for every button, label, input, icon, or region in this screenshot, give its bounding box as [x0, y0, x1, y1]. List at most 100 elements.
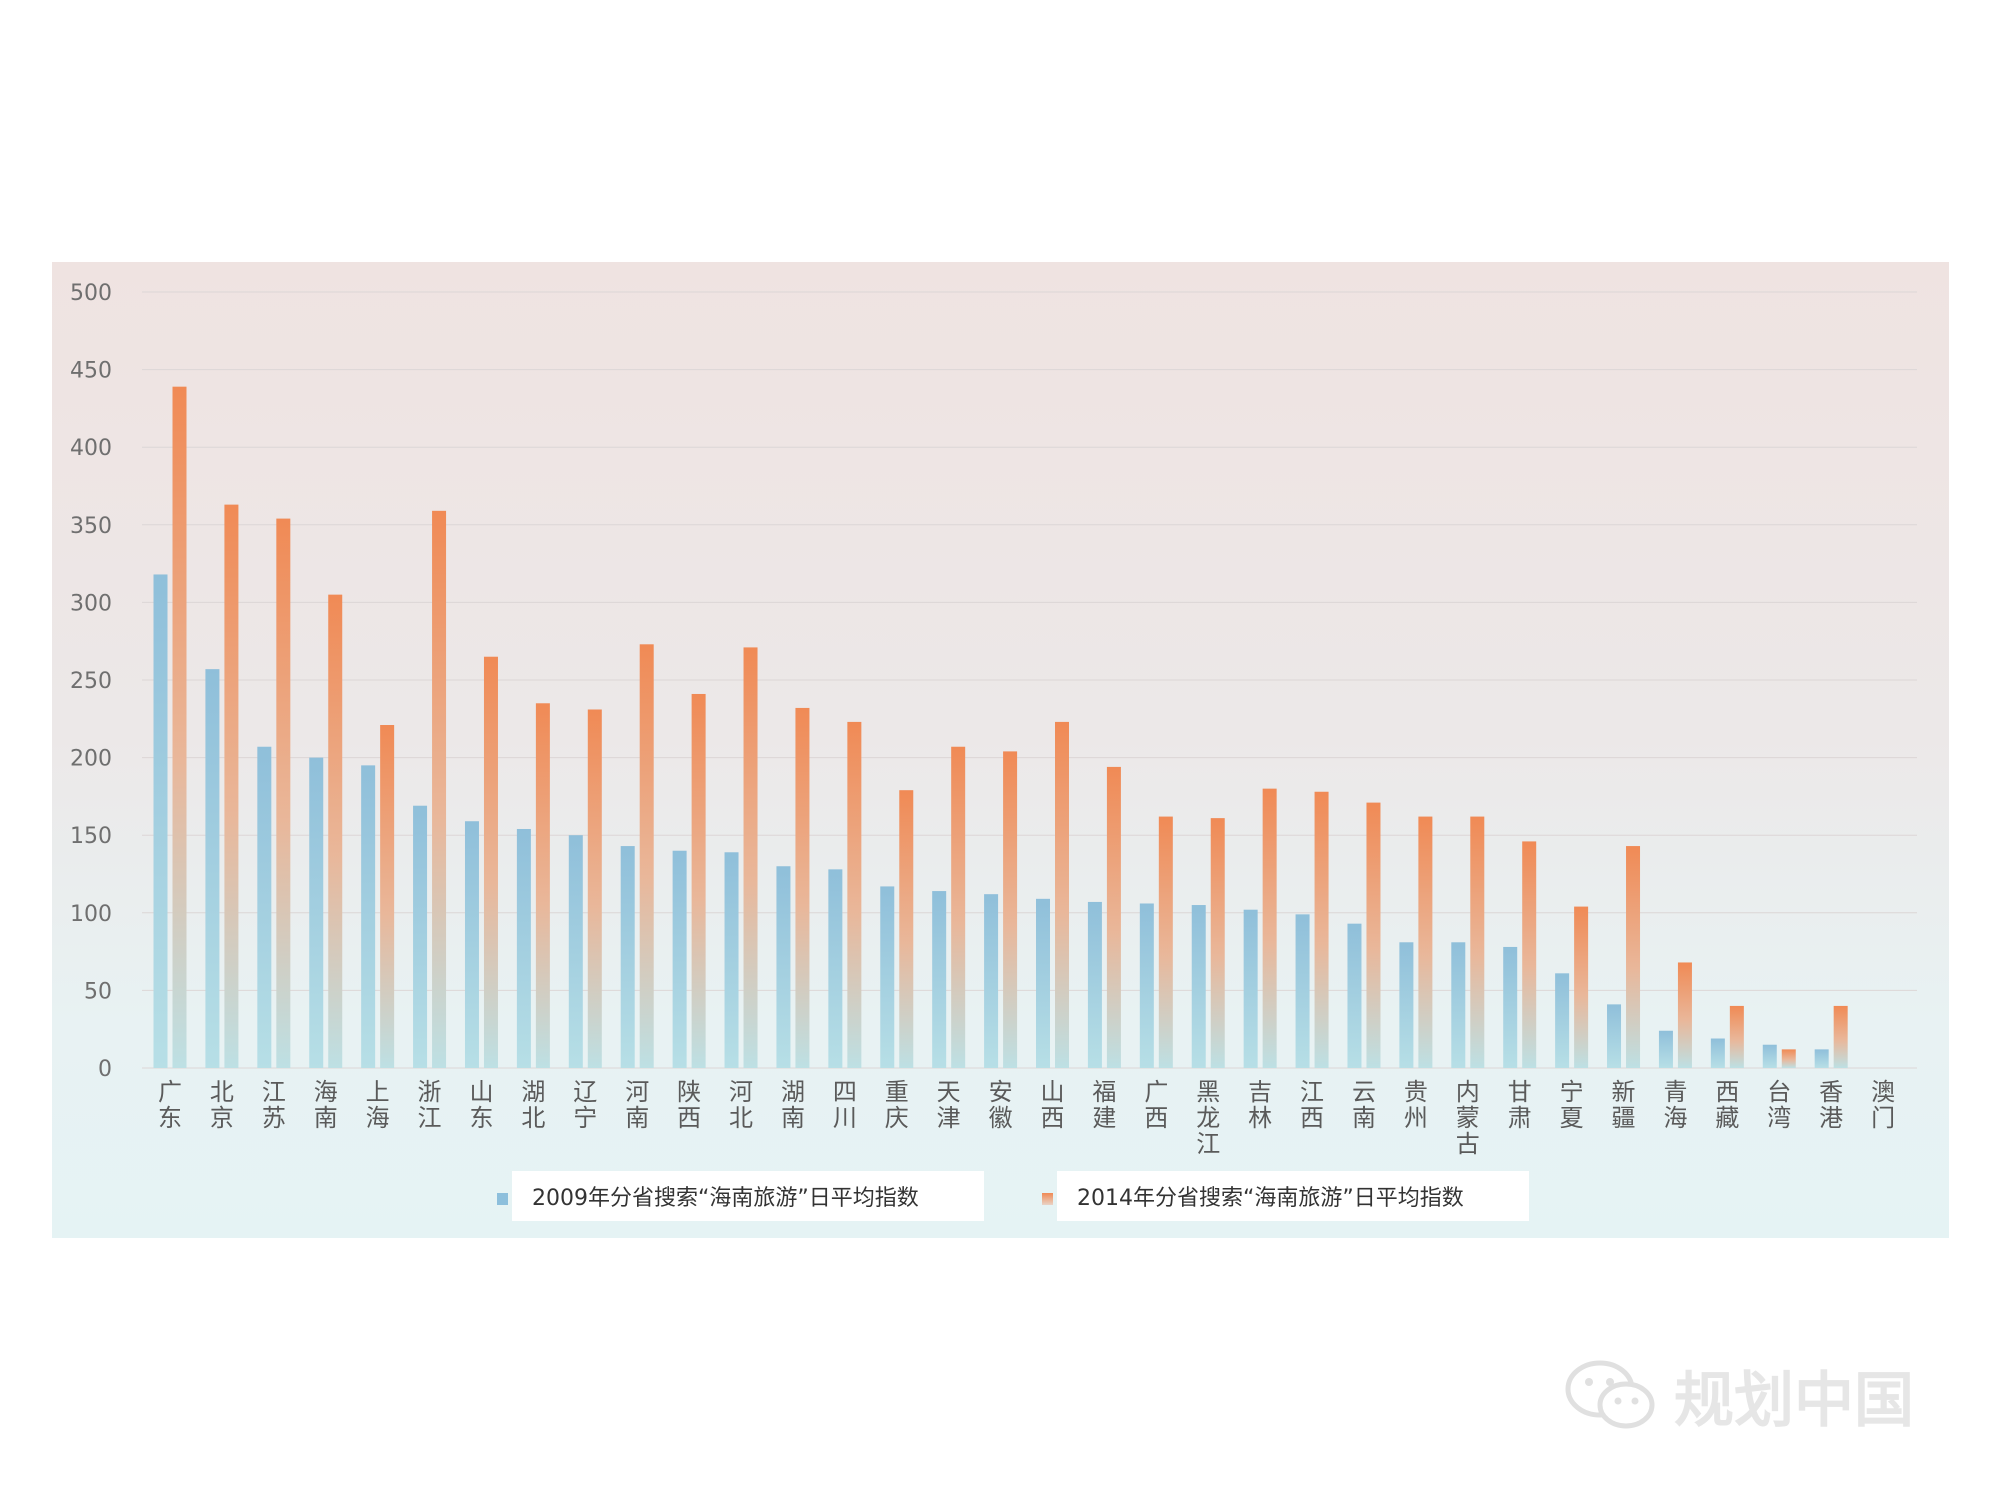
y-tick-label: 300	[70, 591, 112, 616]
bar-2009	[620, 846, 635, 1068]
bar-2014	[172, 386, 187, 1068]
bar-2009	[1451, 942, 1466, 1068]
x-tick-label: 山东	[469, 1078, 493, 1132]
bar-2009	[413, 805, 428, 1068]
bar-2009	[516, 828, 531, 1068]
x-tick-label: 澳门	[1871, 1078, 1895, 1132]
x-tick-label: 黑龙江	[1196, 1078, 1220, 1158]
x-tick-label: 重庆	[885, 1078, 909, 1132]
y-tick-label: 0	[98, 1057, 112, 1082]
legend-label-2009: 2009年分省搜索“海南旅游”日平均指数	[532, 1186, 919, 1211]
bar-2009	[880, 886, 895, 1068]
bar-2009	[828, 869, 843, 1068]
bar-2014	[847, 721, 862, 1068]
bar-2009	[1814, 1049, 1829, 1068]
chart-panel: 0 50 100 150 200 250 300 350 400 450 500 广东 北京 江苏 海南上…	[52, 262, 1949, 1238]
x-tick-label: 浙江	[418, 1078, 442, 1132]
y-tick-label: 450	[70, 359, 112, 384]
bar-2009	[984, 894, 999, 1068]
x-tick-label: 湖南	[781, 1078, 805, 1132]
x-tick-label: 海南	[314, 1078, 338, 1132]
bar-2009	[776, 866, 791, 1068]
y-tick-label: 200	[70, 747, 112, 772]
legend-swatch-2014	[1042, 1193, 1053, 1205]
bar-2014	[1314, 791, 1329, 1068]
y-tick-label: 400	[70, 436, 112, 461]
y-tick-label: 50	[84, 979, 112, 1004]
bar-2009	[1036, 898, 1050, 1068]
x-tick-label: 上海	[366, 1078, 390, 1132]
bar-2014	[1522, 841, 1537, 1068]
bar-2014	[1574, 906, 1589, 1068]
legend-item-2014: 2014年分省搜索“海南旅游”日平均指数	[1057, 1171, 1529, 1221]
bar-2009	[932, 891, 947, 1068]
bar-chart: 0 50 100 150 200 250 300 350 400 450 500 广东北京江苏海南上…	[70, 281, 1917, 1158]
x-tick-label: 香港	[1819, 1078, 1843, 1132]
y-tick-label: 500	[70, 281, 112, 306]
bar-2014	[1158, 816, 1173, 1068]
x-tick-label: 甘肃	[1508, 1078, 1532, 1132]
bar-2014	[1677, 962, 1692, 1068]
bar-2009	[672, 850, 687, 1068]
bar-2009	[1139, 903, 1154, 1068]
bar-2009	[1399, 942, 1414, 1068]
bar-2014	[587, 709, 602, 1068]
bar-2014	[951, 746, 966, 1068]
y-tick-label: 150	[70, 824, 112, 849]
bar-2014	[328, 594, 343, 1068]
bar-2014	[1781, 1049, 1796, 1068]
bar-2014	[1833, 1005, 1848, 1068]
bar-2014	[1106, 766, 1121, 1068]
bar-2014	[483, 656, 498, 1068]
bar-2009	[1243, 909, 1258, 1068]
bar-2009	[464, 821, 479, 1068]
bar-2009	[1607, 1004, 1622, 1068]
bar-2009	[724, 852, 739, 1068]
bar-2014	[276, 518, 291, 1068]
x-tick-label: 台湾	[1767, 1078, 1791, 1132]
x-tick-label: 四川	[833, 1078, 857, 1132]
x-tick-label: 天津	[937, 1078, 961, 1132]
bar-2014	[899, 790, 914, 1068]
x-tick-label: 湖北	[521, 1078, 545, 1132]
x-tick-label: 广东	[158, 1078, 182, 1132]
bar-2009	[361, 765, 376, 1068]
bar-2014	[535, 703, 550, 1068]
y-tick-label: 250	[70, 669, 112, 694]
bar-2009	[1762, 1044, 1777, 1068]
x-tick-label: 云南	[1352, 1078, 1376, 1132]
bar-2014	[795, 707, 810, 1068]
bar-2009	[1295, 914, 1310, 1068]
x-tick-label: 新疆	[1612, 1078, 1636, 1132]
bar-2009	[568, 835, 583, 1068]
bar-2014	[1055, 721, 1069, 1068]
bar-2009	[1503, 946, 1518, 1068]
bar-2009	[153, 574, 168, 1068]
x-tick-label: 北京	[210, 1078, 234, 1132]
bar-2009	[1555, 973, 1570, 1068]
watermark: 规划中国	[1560, 1355, 1914, 1436]
x-tick-label: 安徽	[989, 1078, 1013, 1132]
x-tick-label: 内蒙古	[1456, 1078, 1480, 1158]
bar-2014	[224, 504, 239, 1068]
bar-2009	[1710, 1038, 1725, 1068]
bar-2014	[432, 510, 447, 1068]
x-tick-label: 陕西	[677, 1078, 701, 1132]
bar-2014	[639, 644, 654, 1068]
bar-2014	[1729, 1005, 1744, 1068]
bar-2014	[1262, 788, 1277, 1068]
y-tick-label: 100	[70, 902, 112, 927]
x-tick-label: 江西	[1300, 1078, 1324, 1132]
x-tick-label: 西藏	[1715, 1078, 1739, 1132]
x-tick-label: 广西	[1144, 1078, 1168, 1132]
bar-2014	[743, 647, 758, 1068]
bar-2009	[257, 746, 272, 1068]
bar-2014	[1210, 818, 1225, 1068]
bar-2009	[1087, 901, 1102, 1068]
x-tick-label: 青海	[1663, 1078, 1687, 1132]
bar-2014	[691, 693, 706, 1068]
x-tick-label: 山西	[1041, 1078, 1065, 1132]
bar-2014	[1626, 846, 1641, 1068]
wechat-icon	[1565, 1360, 1655, 1429]
bar-2009	[1658, 1030, 1673, 1068]
